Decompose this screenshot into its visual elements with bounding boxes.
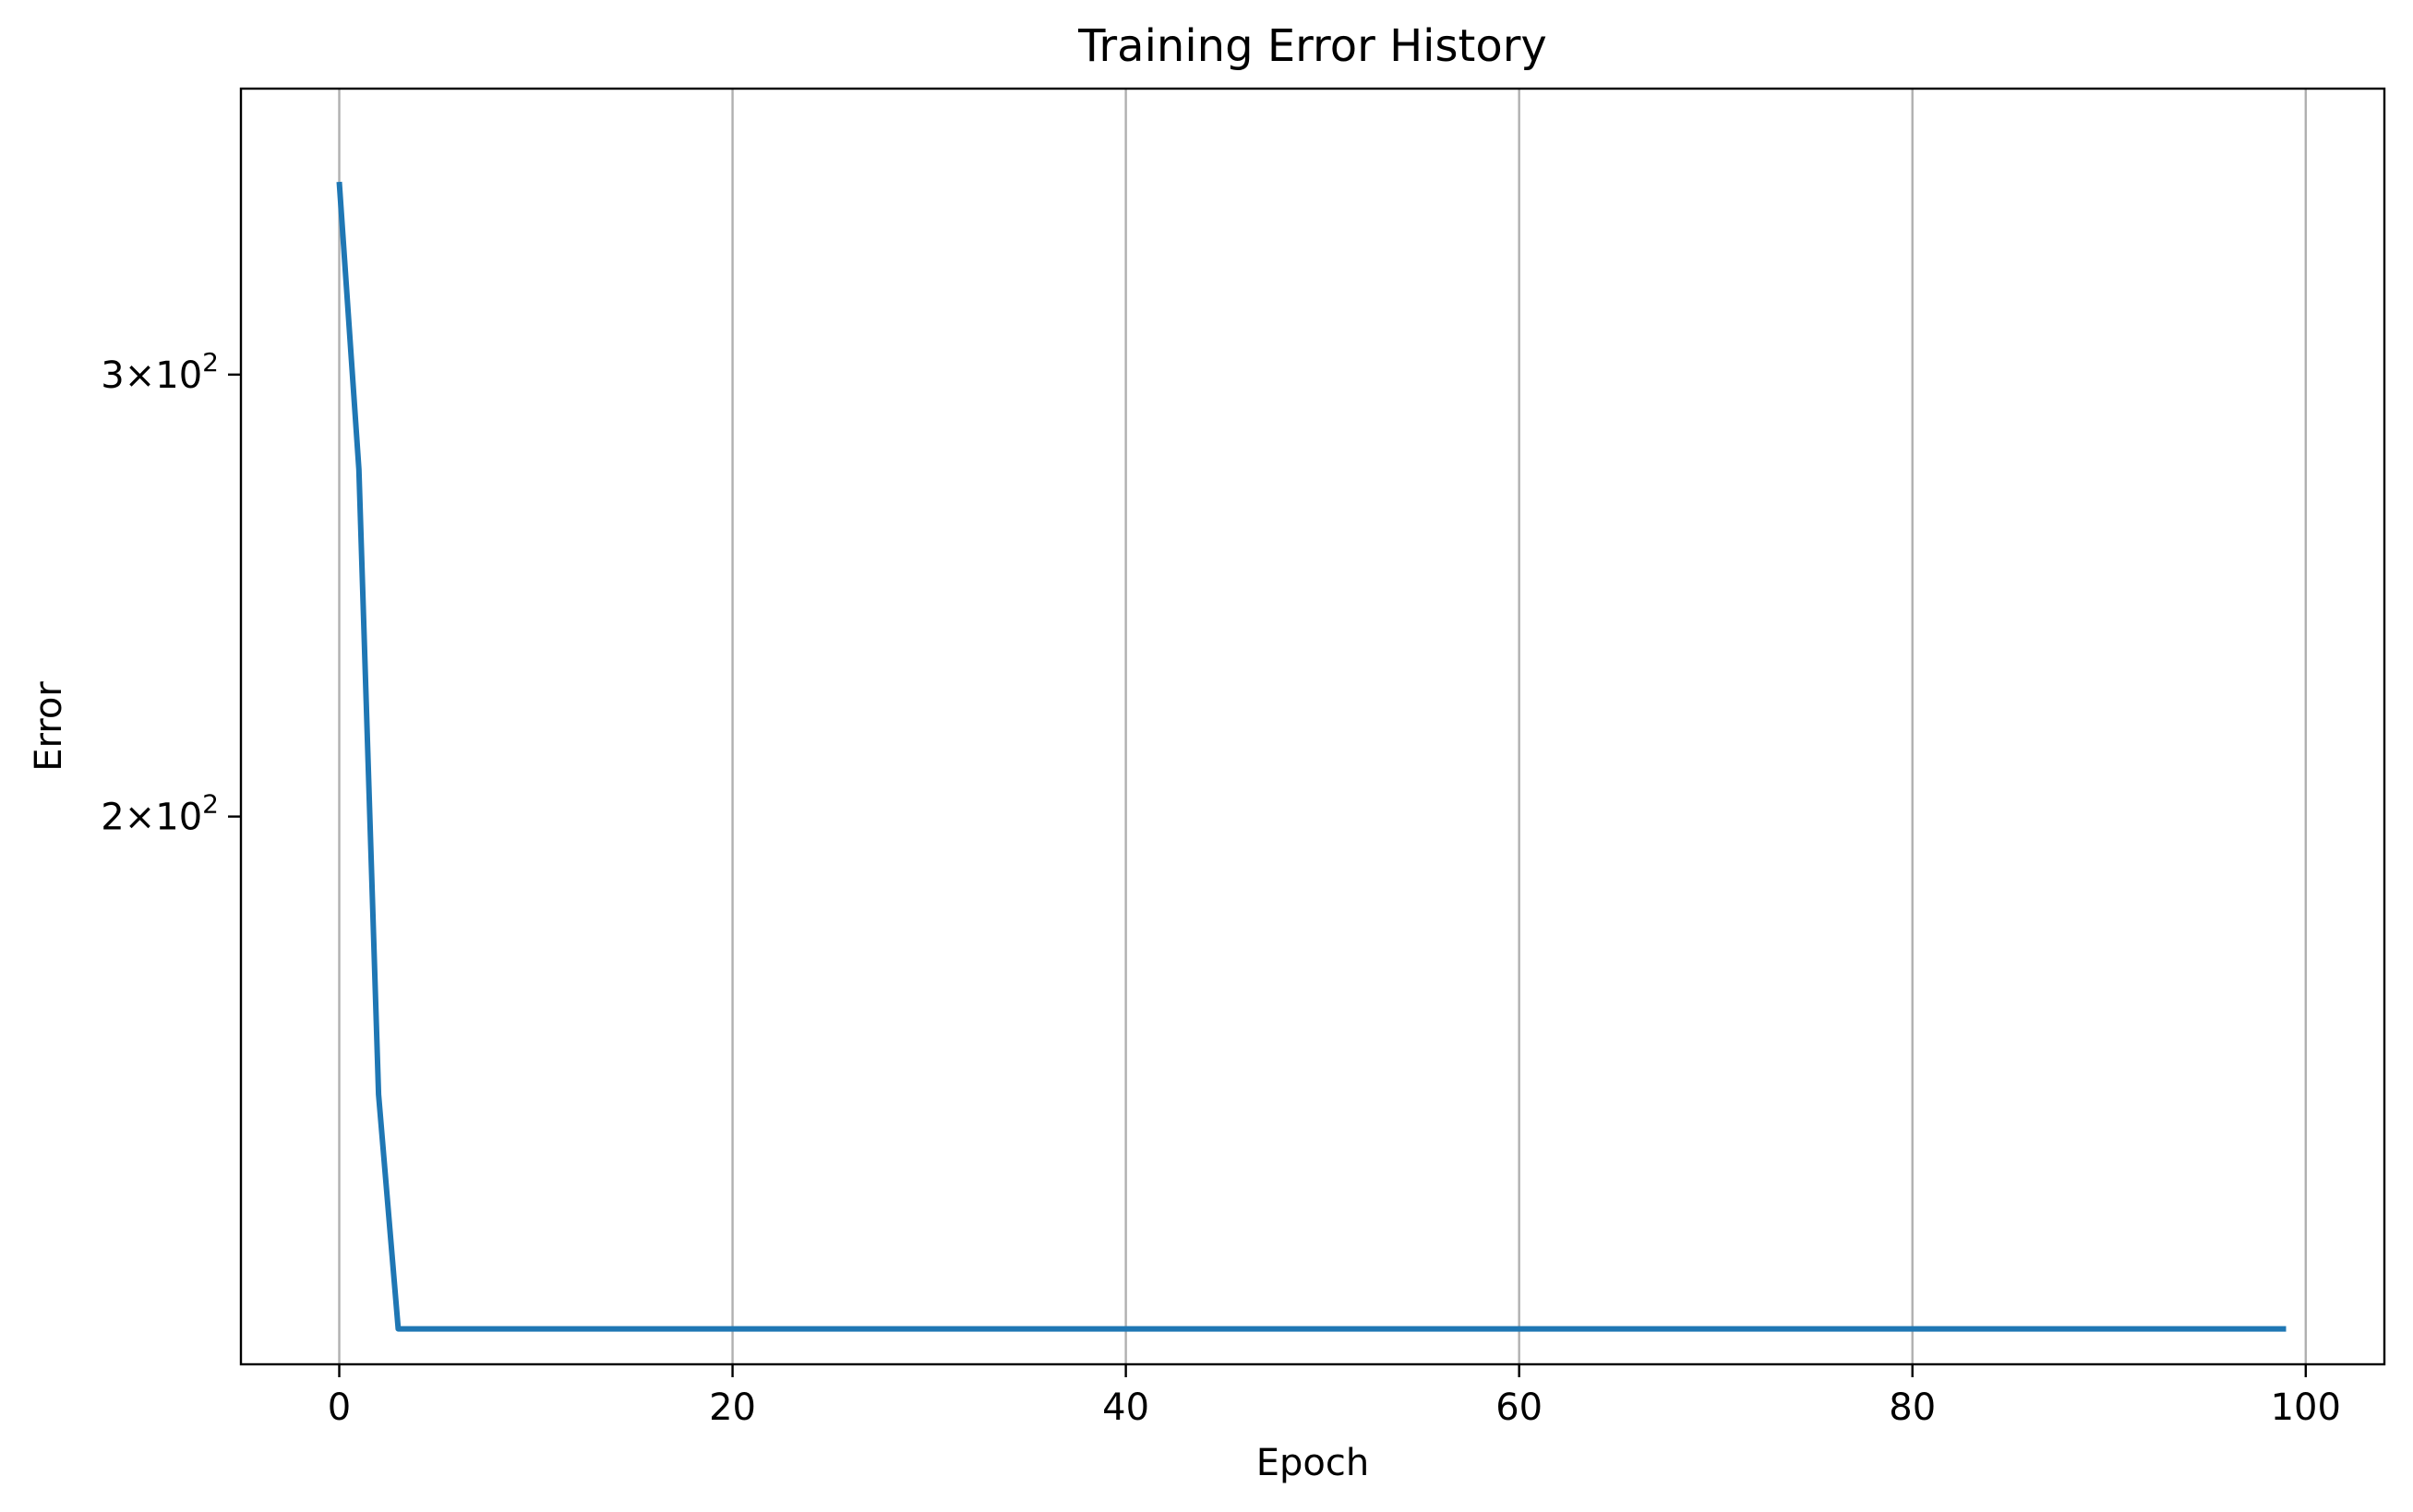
series-line — [336, 181, 2287, 1332]
x-tick-label: 20 — [709, 1386, 756, 1429]
y-tick-label: 3×102 — [101, 347, 219, 397]
grid-layer — [338, 89, 2307, 1364]
x-tick-label: 80 — [1889, 1386, 1936, 1429]
y-tick-exponent: 2 — [202, 347, 219, 378]
y-tick-base: 10 — [155, 797, 202, 839]
axes-frame — [239, 87, 2386, 1366]
y-tick-exponent: 2 — [202, 789, 219, 820]
chart-title: Training Error History — [1077, 20, 1547, 72]
x-axis-ticks: 0 20 40 60 80 100 — [328, 1364, 2341, 1429]
y-tick-base: 10 — [155, 354, 202, 397]
y-tick-times: × — [125, 797, 156, 839]
x-axis-label: Epoch — [1256, 1442, 1369, 1484]
y-axis-label: Error — [28, 681, 70, 772]
x-tick-label: 100 — [2271, 1386, 2341, 1429]
x-tick-label: 40 — [1102, 1386, 1149, 1429]
y-tick-mantissa: 2 — [101, 797, 124, 839]
y-tick-times: × — [125, 354, 156, 397]
x-tick-label: 0 — [328, 1386, 351, 1429]
y-tick-mantissa: 3 — [101, 354, 124, 397]
series-layer — [336, 181, 2287, 1332]
y-tick-label: 2×102 — [101, 789, 219, 839]
x-tick-label: 60 — [1495, 1386, 1543, 1429]
